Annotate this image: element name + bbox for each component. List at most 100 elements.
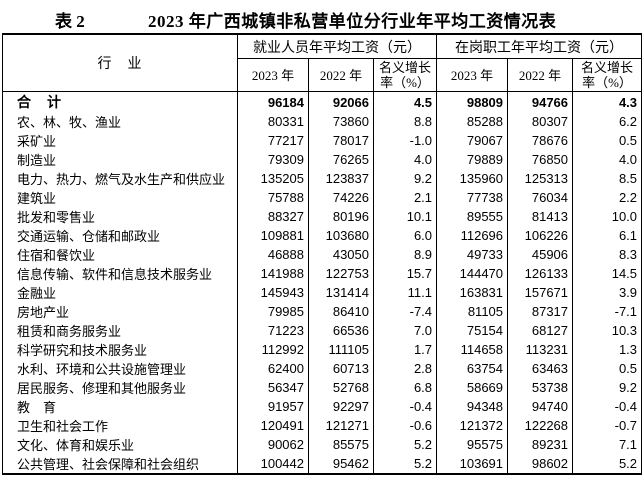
industry-name: 居民服务、修理和其他服务业 — [2, 378, 238, 397]
wage-value: 43050 — [308, 245, 374, 264]
wage-value: 121372 — [436, 416, 509, 435]
wage-value: 87317 — [507, 302, 574, 321]
wage-value: 2.2 — [572, 188, 643, 207]
wage-value: -1.0 — [372, 131, 438, 150]
industry-name: 租赁和商务服务业 — [2, 321, 238, 340]
wage-value: 15.7 — [372, 264, 438, 283]
wage-value: 76034 — [507, 188, 574, 207]
industry-name: 教 育 — [2, 397, 238, 416]
wage-value: 94740 — [507, 397, 574, 416]
table-row: 合 计 96184 92066 4.5 98809 94766 4.3 — [2, 91, 643, 112]
wage-value: 144470 — [436, 264, 509, 283]
industry-name: 房地产业 — [2, 302, 238, 321]
industry-name: 金融业 — [2, 283, 238, 302]
industry-name: 水利、环境和公共设施管理业 — [2, 359, 238, 378]
wage-value: 123837 — [308, 169, 374, 188]
wage-value: 4.0 — [372, 150, 438, 169]
wage-value: 5.2 — [372, 454, 438, 474]
wage-value: 96184 — [237, 91, 309, 112]
table-row: 教 育 91957 92297 -0.4 94348 94740 -0.4 — [2, 397, 643, 416]
wage-value: 98809 — [436, 91, 509, 112]
wage-value: 7.0 — [372, 321, 438, 340]
wage-value: 56347 — [237, 378, 309, 397]
wage-value: 86410 — [308, 302, 374, 321]
wage-value: 120491 — [237, 416, 309, 435]
wage-value: 8.9 — [372, 245, 438, 264]
wage-value: 46888 — [237, 245, 309, 264]
wage-value: 63463 — [507, 359, 574, 378]
industry-name: 采矿业 — [2, 131, 238, 150]
wage-value: 80307 — [507, 112, 574, 131]
industry-name: 批发和零售业 — [2, 207, 238, 226]
table-row: 住宿和餐饮业 46888 43050 8.9 49733 45906 8.3 — [2, 245, 643, 264]
table-header: 行 业 就业人员年平均工资（元） 在岗职工年平均工资（元） 2023 年 202… — [2, 33, 643, 92]
table-row: 制造业 79309 76265 4.0 79889 76850 4.0 — [2, 150, 643, 169]
industry-name: 公共管理、社会保障和社会组织 — [2, 454, 238, 474]
wage-value: 81413 — [507, 207, 574, 226]
group-header-staff-workers: 在岗职工年平均工资（元） — [436, 33, 643, 59]
industry-name: 建筑业 — [2, 188, 238, 207]
industry-name: 合 计 — [2, 91, 238, 112]
wage-value: 45906 — [507, 245, 574, 264]
wage-value: 1.7 — [372, 340, 438, 359]
table-row: 公共管理、社会保障和社会组织 100442 95462 5.2 103691 98602 5… — [2, 454, 643, 474]
wage-value: 2.1 — [372, 188, 438, 207]
wage-value: 92066 — [308, 91, 374, 112]
wage-value: 126133 — [507, 264, 574, 283]
col-header-2022-employed: 2022 年 — [308, 58, 374, 92]
wage-value: 2.8 — [372, 359, 438, 378]
wage-value: 100442 — [237, 454, 309, 474]
industry-name: 农、林、牧、渔业 — [2, 112, 238, 131]
wage-value: -0.7 — [572, 416, 643, 435]
wage-value: 76265 — [308, 150, 374, 169]
wage-value: 92297 — [308, 397, 374, 416]
table-row: 房地产业 79985 86410 -7.4 81105 87317 -7.1 — [2, 302, 643, 321]
wage-value: 114658 — [436, 340, 509, 359]
wage-value: 71223 — [237, 321, 309, 340]
table-row: 批发和零售业 88327 80196 10.1 89555 81413 10.0 — [2, 207, 643, 226]
col-header-industry: 行 业 — [2, 33, 238, 92]
wage-value: 135960 — [436, 169, 509, 188]
wage-value: 66536 — [308, 321, 374, 340]
wage-value: 6.0 — [372, 226, 438, 245]
wage-value: 74226 — [308, 188, 374, 207]
col-header-2022-staff: 2022 年 — [507, 58, 574, 92]
wage-value: 6.2 — [572, 112, 643, 131]
wage-value: 109881 — [237, 226, 309, 245]
wage-value: 73860 — [308, 112, 374, 131]
industry-name: 卫生和社会工作 — [2, 416, 238, 435]
table-row: 居民服务、修理和其他服务业 56347 52768 6.8 58669 53738 9.2 — [2, 378, 643, 397]
wage-value: 85288 — [436, 112, 509, 131]
table-row: 信息传输、软件和信息技术服务业 141988 122753 15.7 144470 126… — [2, 264, 643, 283]
wage-value: 10.3 — [572, 321, 643, 340]
wage-value: 98602 — [507, 454, 574, 474]
wage-value: 9.2 — [372, 169, 438, 188]
wage-value: 103680 — [308, 226, 374, 245]
wage-value: -7.1 — [572, 302, 643, 321]
table-row: 建筑业 75788 74226 2.1 77738 76034 2.2 — [2, 188, 643, 207]
wage-value: 112696 — [436, 226, 509, 245]
wage-value: 94348 — [436, 397, 509, 416]
wage-value: 1.3 — [572, 340, 643, 359]
wage-value: 5.2 — [572, 454, 643, 474]
wage-value: 8.5 — [572, 169, 643, 188]
wage-value: 122753 — [308, 264, 374, 283]
wage-value: 125313 — [507, 169, 574, 188]
wage-value: 112992 — [237, 340, 309, 359]
table-row: 文化、体育和娱乐业 90062 85575 5.2 95575 89231 7.1 — [2, 435, 643, 454]
wage-value: 5.2 — [372, 435, 438, 454]
table-row: 卫生和社会工作 120491 121271 -0.6 121372 122268 -0.7 — [2, 416, 643, 435]
wage-value: 145943 — [237, 283, 309, 302]
wage-value: 75788 — [237, 188, 309, 207]
wage-value: 11.1 — [372, 283, 438, 302]
wage-value: -0.6 — [372, 416, 438, 435]
table-row: 科学研究和技术服务业 112992 111105 1.7 114658 113231 1.3 — [2, 340, 643, 359]
wage-value: 3.9 — [572, 283, 643, 302]
table-row: 农、林、牧、渔业 80331 73860 8.8 85288 80307 6.2 — [2, 112, 643, 131]
wage-value: 75154 — [436, 321, 509, 340]
wage-value: 62400 — [237, 359, 309, 378]
page-title: 2023 年广西城镇非私营单位分行业年平均工资情况表 — [148, 12, 557, 31]
wage-value: 88327 — [237, 207, 309, 226]
col-header-2023-staff: 2023 年 — [436, 58, 509, 92]
